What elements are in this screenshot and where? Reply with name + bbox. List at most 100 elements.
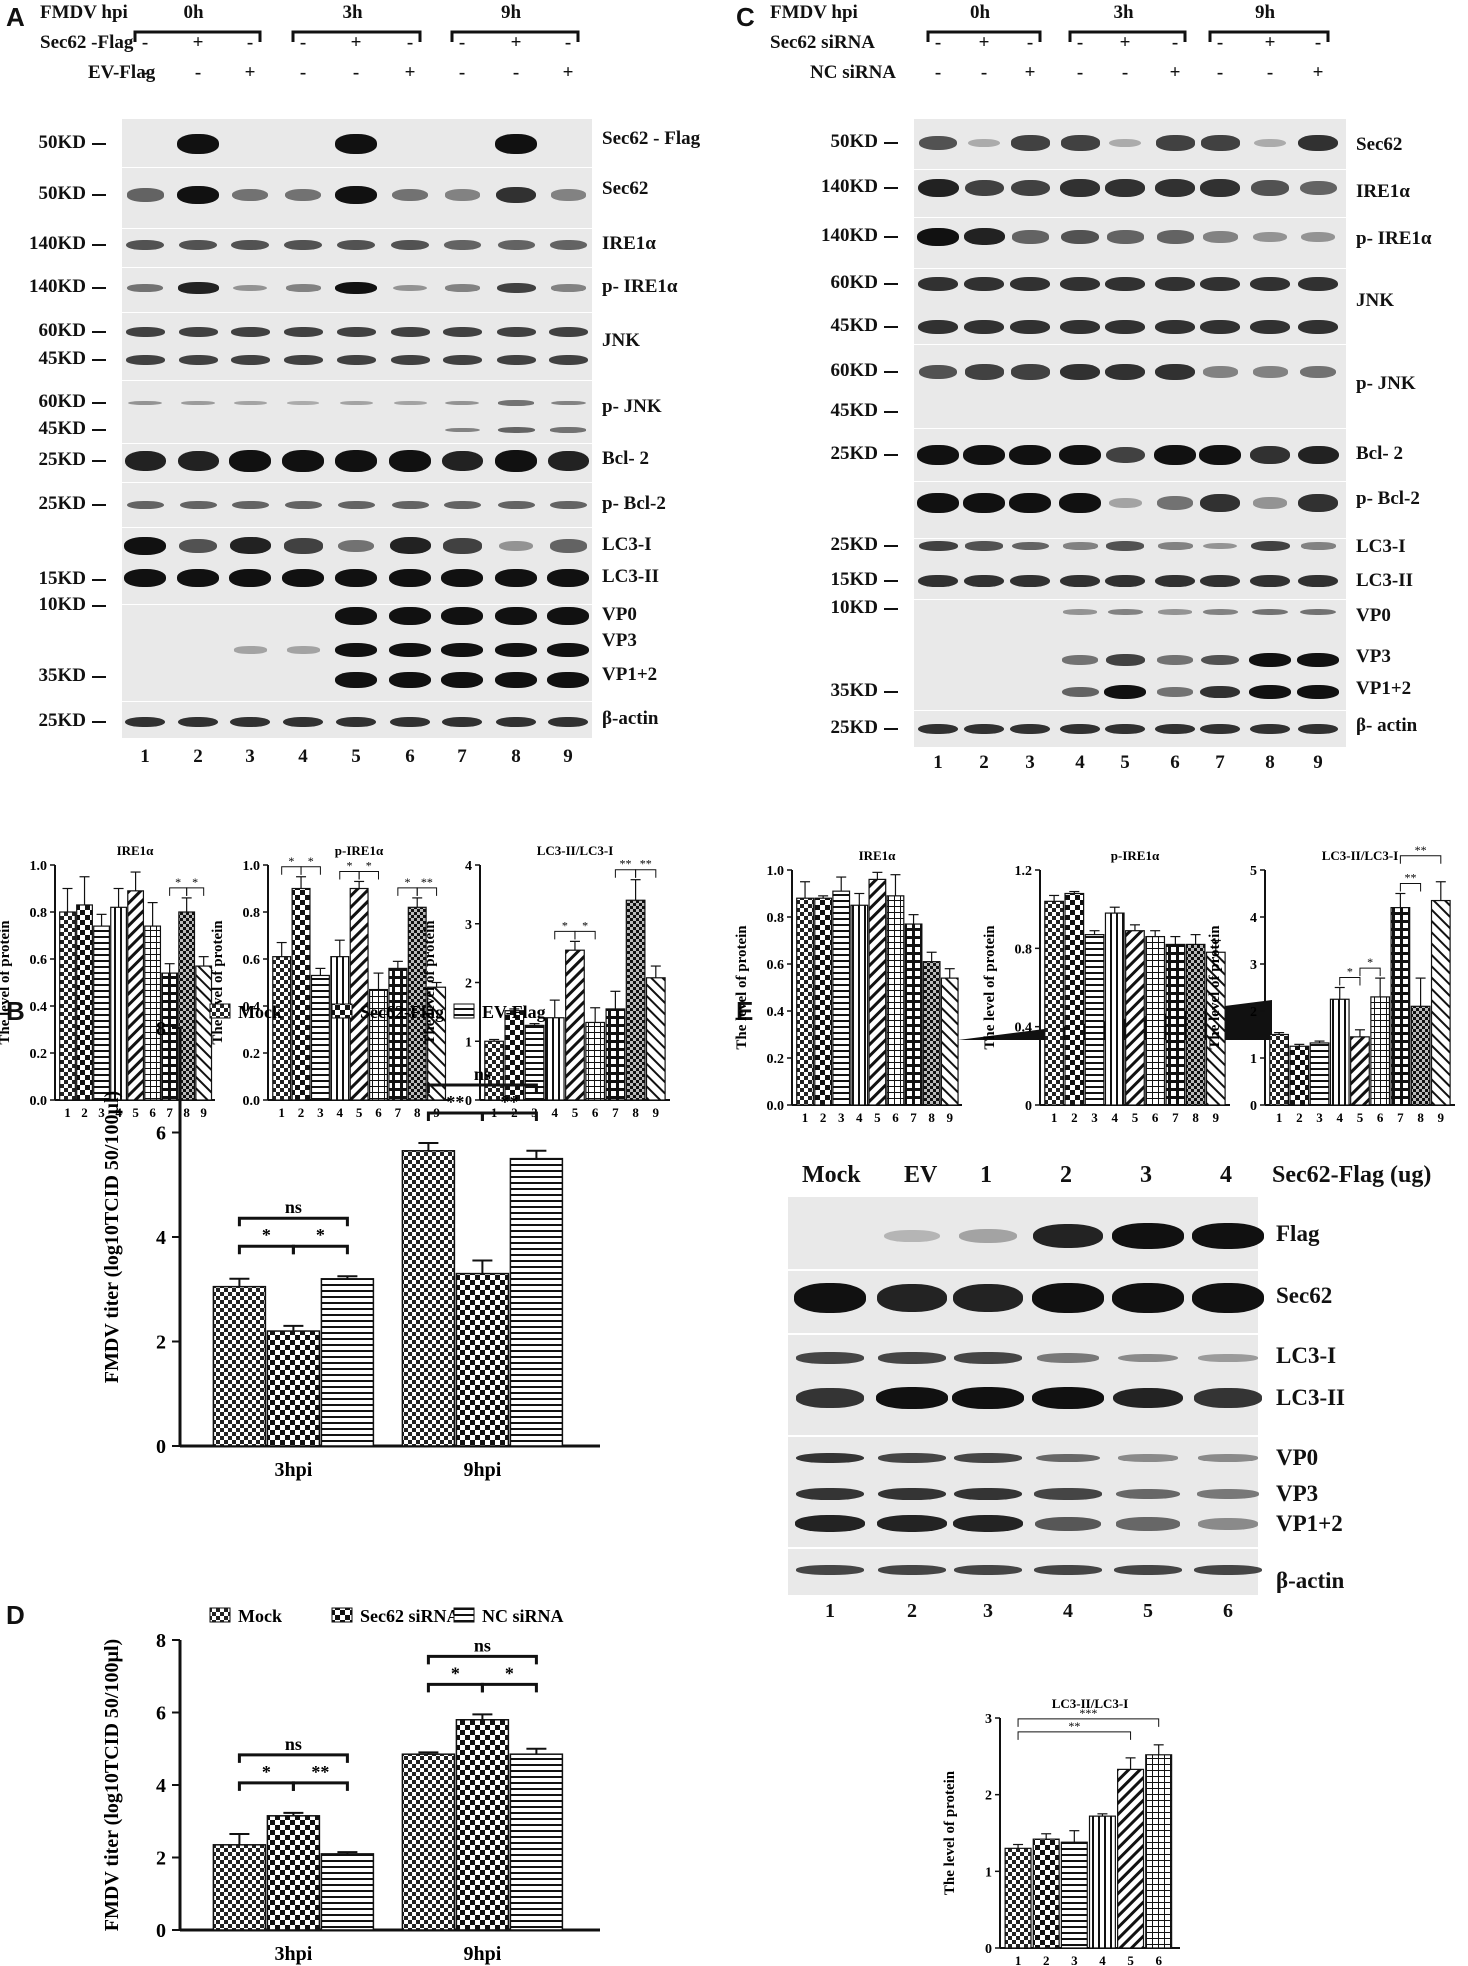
bar [832,890,851,1106]
band [1155,179,1195,197]
y-tick-label: 2 [985,1789,992,1804]
row2-sign: - [141,62,149,83]
sig-label: ns [285,1734,302,1754]
band [126,500,164,510]
x-tick-label: 8 [928,1110,935,1125]
band [335,643,377,657]
band [1250,574,1290,588]
band [1112,1387,1184,1409]
y-tick-label: 6 [156,1123,166,1145]
lane-number: 4 [1063,1600,1073,1622]
band [549,500,587,510]
band [124,569,166,587]
marker-tick [92,429,106,431]
x-tick-label: 8 [1417,1110,1424,1125]
timepoint-C-0: 0h [970,2,991,23]
blot-label-A: JNK [602,330,640,351]
y-axis-label: The level of protein [422,920,438,1045]
band [883,1229,941,1243]
row1-sign: + [350,32,362,53]
marker-C: 45KD [830,400,879,421]
row1-sign: - [246,32,254,53]
row1-label-A: Sec62 -Flag [40,32,134,53]
blot-label-C: β- actin [1356,715,1418,736]
y-tick-label: 2 [156,1848,166,1870]
band [1060,363,1100,380]
y-axis-label: The level of protein [210,920,226,1045]
sig-bracket [291,1244,349,1255]
band [444,189,480,201]
bar [1370,996,1391,1106]
band [954,1352,1022,1364]
band [338,539,374,553]
marker-tick [92,331,106,333]
bar [509,1157,564,1447]
blot-label-C: VP3 [1356,646,1391,667]
band [393,284,427,292]
marker-tick [92,504,106,506]
band [1198,1354,1258,1362]
x-tick-label: 9hpi [463,1943,501,1965]
band [230,326,270,337]
x-tick-label: 6 [375,1105,382,1120]
timepoint-bracket [1068,30,1187,42]
band [1106,541,1144,551]
sig-label: ns [474,1064,491,1084]
y-axis-label: FMDV titer (log10TCID 50/100µl) [101,1639,123,1931]
marker-tick [884,411,898,413]
legend-label: Sec62-Flag [360,1002,444,1022]
band [124,450,166,472]
y-tick-label: 4 [1250,911,1257,926]
sig-label: * [582,918,588,932]
band [967,138,1001,148]
timepoint-bracket [1208,30,1330,42]
row1-sign: - [406,32,414,53]
bar [1145,935,1166,1106]
band [952,1283,1024,1313]
band [1202,231,1238,243]
band [794,1283,866,1313]
chart-A1: IRE1α 0.0 0.2 0.4 0.6 0.8 1.0 The level of prot… [0,843,215,1120]
blot-label-A: Sec62 [602,178,649,199]
marker-A: 35KD [38,665,87,686]
timepoint-bracket [133,30,262,42]
band [231,500,269,510]
row2-sign: - [458,62,466,83]
x-tick-label: 1 [802,1110,809,1125]
y-tick-label: 0.0 [30,1094,48,1109]
band [964,179,1004,197]
band [1105,723,1145,735]
band [497,427,535,433]
row2-sign: + [562,62,574,83]
band [878,1452,946,1463]
blot-label-C: VP0 [1356,605,1391,626]
blot-label-C: Sec62 [1356,134,1403,155]
row1-sign: - [564,32,572,53]
band [1036,1453,1100,1463]
band [1197,1454,1259,1462]
band [390,354,430,365]
y-tick-label: 1.0 [30,859,48,874]
lane-number: 7 [457,746,467,767]
x-tick-label: 3 [1071,1953,1078,1966]
band [1250,723,1290,735]
blot-label-C: p- Bcl-2 [1356,488,1420,509]
row2-sign: + [1024,62,1036,83]
legend-swatch [453,1003,475,1019]
band [229,537,271,555]
band [1155,135,1195,151]
timepoint-bracket [926,30,1042,42]
marker-tick [92,143,106,145]
band [177,134,219,154]
sig-label: * [346,858,352,872]
sig-label: * [192,875,198,889]
marker-A: 50KD [38,132,87,153]
band [954,1564,1022,1575]
lane-number: 4 [1075,752,1085,773]
bar [1117,1768,1145,1949]
band [548,326,588,337]
marker-tick [92,460,106,462]
lane-number: 5 [351,746,361,767]
blot-label-A: LC3-II [602,566,660,587]
band [441,450,483,472]
